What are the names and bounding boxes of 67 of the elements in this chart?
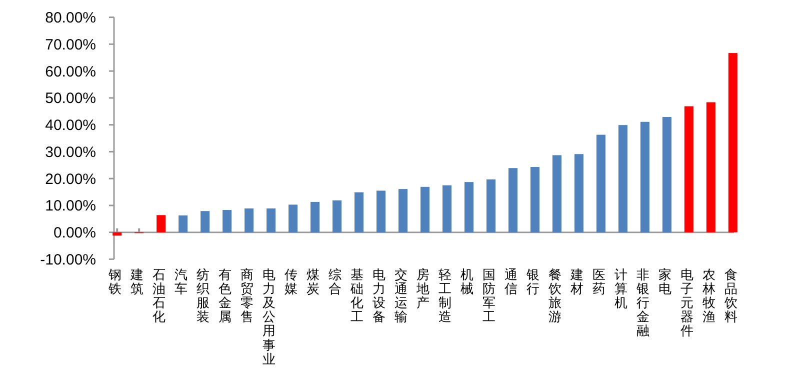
y-tick-label: 10.00% xyxy=(45,198,96,215)
x-tick-label: 传媒 xyxy=(284,268,298,298)
x-tick-label: 纺织服装 xyxy=(196,268,210,326)
bar xyxy=(596,134,606,232)
x-tick-label: 交通运输 xyxy=(394,267,408,326)
y-tick-label: 60.00% xyxy=(45,63,96,80)
y-tick-label: 0.00% xyxy=(53,224,96,242)
x-tick-label: 电力设备 xyxy=(372,268,386,326)
x-tick-label: 机械 xyxy=(460,268,474,298)
x-tick-label: 电子元器件 xyxy=(680,268,694,340)
x-tick-label: 农林牧渔 xyxy=(701,268,716,326)
x-tick-label: 食品饮料 xyxy=(723,268,738,326)
bar xyxy=(420,186,430,232)
bar xyxy=(486,179,496,232)
x-tick-label: 煤炭 xyxy=(306,268,320,298)
bar xyxy=(706,102,716,232)
bar xyxy=(288,204,298,232)
x-tick-label: 有色金属 xyxy=(218,268,232,326)
bar xyxy=(662,117,672,232)
bar xyxy=(222,210,232,232)
x-tick-label: 综合 xyxy=(328,268,342,298)
bar xyxy=(266,208,276,232)
y-tick-label: 30.00% xyxy=(45,144,96,161)
bar xyxy=(684,106,694,232)
x-tick-label: 商贸零售 xyxy=(240,268,254,326)
bar xyxy=(442,185,452,232)
bar xyxy=(508,168,518,232)
y-tick-label: 40.00% xyxy=(45,117,96,134)
y-tick-label: 70.00% xyxy=(45,36,96,54)
bar xyxy=(574,154,584,232)
x-tick-label: 建材 xyxy=(569,268,584,298)
bar xyxy=(332,200,342,232)
bar xyxy=(530,167,540,232)
bar xyxy=(464,182,474,232)
x-tick-label: 餐饮旅游 xyxy=(547,268,562,326)
x-tick-label: 国防军工 xyxy=(482,268,496,326)
x-tick-label: 非银行金融 xyxy=(635,268,650,340)
bar xyxy=(552,155,562,232)
y-tick-label: -10.00% xyxy=(40,251,96,268)
y-tick-label: 80.00% xyxy=(45,10,96,27)
bar xyxy=(728,53,738,232)
bar xyxy=(640,122,650,232)
bar xyxy=(156,215,166,232)
y-tick-label: 50.00% xyxy=(45,90,96,108)
x-tick-label: 通信 xyxy=(504,268,518,298)
x-tick-label: 电力及公用事业 xyxy=(262,268,276,368)
x-tick-label: 汽车 xyxy=(174,268,188,298)
bar xyxy=(178,215,188,232)
x-tick-label: 银行 xyxy=(525,268,540,298)
x-tick-label: 石油石化 xyxy=(152,268,166,326)
bar xyxy=(310,202,320,232)
x-tick-label: 基础化工 xyxy=(350,268,364,326)
bar xyxy=(376,190,386,232)
y-tick-label: 20.00% xyxy=(45,170,96,188)
x-tick-label: 房地产 xyxy=(416,267,430,312)
bar xyxy=(200,211,210,232)
x-tick-label: 钢铁 xyxy=(108,268,122,298)
bar xyxy=(244,208,254,232)
bar xyxy=(398,189,408,232)
x-tick-label: 建筑 xyxy=(130,268,144,298)
x-tick-label: 计算机 xyxy=(614,268,628,312)
bar xyxy=(354,192,364,232)
x-tick-label: 家电 xyxy=(658,267,672,298)
bar xyxy=(618,125,628,232)
x-tick-label: 轻工制造 xyxy=(438,268,452,326)
bar xyxy=(112,232,122,236)
x-tick-label: 医药 xyxy=(592,268,606,298)
